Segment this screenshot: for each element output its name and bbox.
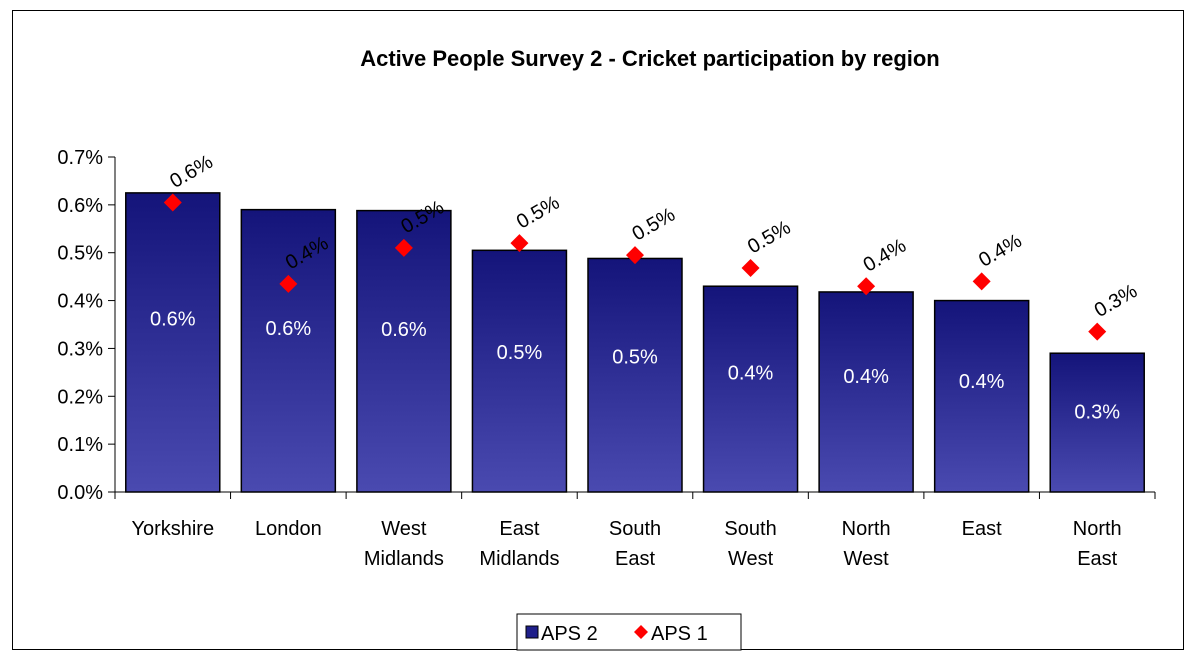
x-category-label: North East [1073, 518, 1122, 570]
bar-data-label: 0.6% [381, 319, 427, 341]
legend-swatch-aps1 [634, 625, 648, 639]
x-category-label-line: Midlands [479, 548, 559, 570]
bar-aps2 [587, 257, 683, 493]
x-category-label: South West [724, 518, 776, 570]
marker-aps1 [857, 277, 876, 296]
x-category-label-line: North [1073, 518, 1122, 540]
y-tick-label: 0.7% [57, 147, 103, 169]
bar-data-label: 0.5% [612, 347, 658, 369]
y-tick-label: 0.2% [57, 386, 103, 408]
x-category-label-line: East [1077, 548, 1117, 570]
x-category-label: East Midlands [479, 518, 559, 570]
legend-label-aps2: APS 2 [541, 623, 598, 645]
x-category-label: East [962, 518, 1002, 540]
marker-aps1 [972, 272, 991, 291]
legend-box [516, 613, 742, 651]
legend-swatch-aps2 [525, 625, 539, 639]
marker-aps1 [279, 274, 298, 293]
x-category-label-line: West [728, 548, 774, 570]
bar-data-label: 0.6% [266, 318, 312, 340]
x-category-label-line: East [615, 548, 655, 570]
x-category-label-line: Midlands [364, 548, 444, 570]
bar-data-label: 0.3% [1074, 402, 1120, 424]
bar-aps2 [471, 249, 568, 493]
y-tick-label: 0.4% [57, 291, 103, 313]
marker-data-label: 0.5% [744, 216, 795, 258]
marker-aps1 [163, 193, 182, 212]
x-category-label-line: North [842, 518, 891, 540]
marker-aps1 [1088, 322, 1107, 341]
x-category-label: West Midlands [364, 518, 444, 570]
marker-aps1 [626, 246, 644, 265]
bar-aps2 [933, 299, 1030, 493]
x-category-label-line: South [724, 518, 776, 540]
x-category-label-line: West [844, 548, 890, 570]
bar-data-label: 0.6% [150, 309, 196, 331]
bar-aps2 [125, 192, 221, 493]
marker-data-label: 0.4% [975, 230, 1026, 272]
y-tick-label: 0.5% [57, 243, 103, 265]
y-tick-label: 0.0% [57, 482, 103, 504]
x-category-label-line: West [381, 518, 427, 540]
x-category-label-line: London [255, 518, 322, 540]
x-category-label-line: South [609, 518, 661, 540]
plot-area: 0.0% 0.1% 0.2% 0.3% 0.4% 0.5% 0.6% 0.7% 0.6% 0.6%… [57, 147, 1156, 570]
marker-aps1 [394, 238, 413, 257]
bar-data-label: 0.4% [843, 366, 889, 388]
x-category-label: London [255, 518, 322, 540]
marker-data-label: 0.6% [166, 151, 217, 193]
bar-aps2 [702, 285, 799, 493]
x-category-label: North West [842, 518, 891, 570]
chart-title: Active People Survey 2 - Cricket partici… [360, 46, 940, 71]
legend: APS 2 APS 1 [516, 613, 742, 651]
marker-aps1 [510, 234, 529, 253]
bar-data-label: 0.5% [497, 342, 543, 364]
marker-data-label: 0.3% [1091, 280, 1142, 322]
marker-data-label: 0.4% [860, 235, 911, 277]
x-category-label: Yorkshire [131, 518, 214, 540]
bar-data-label: 0.4% [728, 363, 774, 385]
y-tick-label: 0.1% [57, 434, 103, 456]
bar-aps2 [818, 291, 914, 493]
x-category-label-line: Yorkshire [131, 518, 214, 540]
y-tick-label: 0.3% [57, 338, 103, 360]
marker-data-label: 0.5% [629, 203, 680, 245]
marker-data-label: 0.5% [513, 192, 564, 234]
marker-aps1 [741, 259, 760, 278]
x-category-label: South East [609, 518, 661, 570]
legend-label-aps1: APS 1 [651, 623, 708, 645]
x-category-label-line: East [962, 518, 1002, 540]
y-tick-label: 0.6% [57, 195, 103, 217]
bar-data-label: 0.4% [959, 371, 1005, 393]
x-category-label-line: East [499, 518, 539, 540]
